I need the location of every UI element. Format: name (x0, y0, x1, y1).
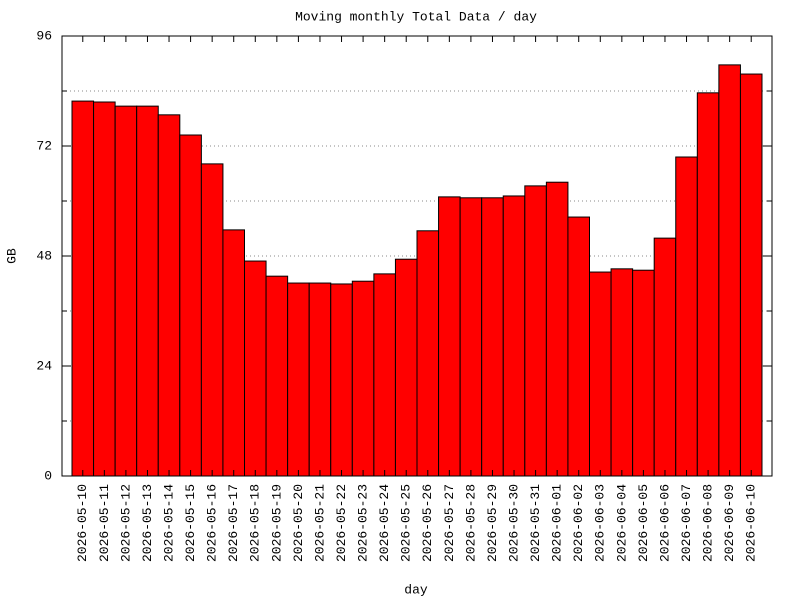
x-tick-label: 2026-05-20 (291, 484, 306, 562)
x-tick-label: 2026-06-02 (571, 484, 586, 562)
x-tick-label: 2026-05-22 (334, 484, 349, 562)
x-tick-label: 2026-05-10 (75, 484, 90, 562)
bar (589, 271, 612, 477)
x-tick-label: 2026-05-19 (269, 484, 284, 562)
bar (502, 195, 526, 477)
x-tick-label: 2026-06-05 (636, 484, 651, 562)
bar (632, 269, 655, 477)
bar (330, 283, 353, 477)
bar (179, 134, 202, 477)
x-tick-label: 2026-05-27 (442, 484, 457, 562)
x-tick-label: 2026-05-13 (140, 484, 155, 562)
x-tick-label: 2026-05-29 (485, 484, 500, 562)
bar (567, 216, 590, 477)
x-tick-label: 2026-06-07 (679, 484, 694, 562)
bar (438, 196, 461, 477)
x-tick-label: 2026-05-12 (118, 484, 133, 562)
bar (653, 237, 677, 477)
y-tick-label: 72 (36, 138, 52, 153)
x-tick-label: 2026-05-14 (161, 484, 176, 562)
bar (373, 273, 396, 477)
bar (308, 282, 332, 477)
x-tick-label: 2026-05-11 (97, 484, 112, 562)
x-tick-label: 2026-06-04 (614, 484, 629, 562)
bar (610, 268, 634, 477)
bar (265, 275, 289, 477)
x-tick-label: 2026-05-16 (205, 484, 220, 562)
y-tick-label: 48 (36, 248, 52, 263)
x-tick-label: 2026-05-21 (312, 484, 327, 562)
bar (696, 92, 720, 477)
bar (114, 105, 138, 477)
x-tick-label: 2026-06-03 (593, 484, 608, 562)
x-tick-label: 2026-05-25 (399, 484, 414, 562)
x-tick-label: 2026-05-15 (183, 484, 198, 562)
bar (394, 258, 418, 477)
bar (545, 181, 569, 477)
x-tick-label: 2026-06-09 (722, 484, 737, 562)
x-tick-label: 2026-05-18 (248, 484, 263, 562)
x-tick-label: 2026-06-10 (744, 484, 759, 562)
bar (524, 185, 547, 477)
y-tick-label: 96 (36, 28, 52, 43)
y-tick-label: 24 (36, 358, 52, 373)
y-tick-label: 0 (44, 468, 52, 483)
bar (93, 101, 116, 477)
x-axis-label: day (404, 582, 428, 597)
bar (481, 197, 504, 477)
x-tick-label: 2026-05-24 (377, 484, 392, 562)
x-tick-label: 2026-05-30 (506, 484, 521, 562)
bar (739, 73, 763, 477)
bar (675, 156, 698, 477)
x-tick-label: 2026-06-06 (657, 484, 672, 562)
x-tick-label: 2026-06-08 (701, 484, 716, 562)
bar (459, 197, 483, 477)
bar (287, 282, 310, 477)
bar (351, 280, 375, 477)
plot-border (61, 35, 773, 477)
bar (157, 114, 181, 477)
chart-title: Moving monthly Total Data / day (295, 9, 537, 24)
x-tick-label: 2026-05-28 (463, 484, 478, 562)
bar (136, 105, 159, 477)
bar (718, 64, 741, 477)
bar (71, 100, 95, 477)
x-tick-label: 2026-05-26 (420, 484, 435, 562)
bar (416, 230, 440, 477)
x-tick-label: 2026-05-17 (226, 484, 241, 562)
y-axis-label: GB (4, 248, 19, 264)
x-tick-label: 2026-06-01 (550, 484, 565, 562)
bar (200, 163, 224, 477)
x-tick-label: 2026-05-31 (528, 484, 543, 562)
x-tick-label: 2026-05-23 (356, 484, 371, 562)
bar (244, 260, 267, 477)
bar (222, 229, 245, 477)
